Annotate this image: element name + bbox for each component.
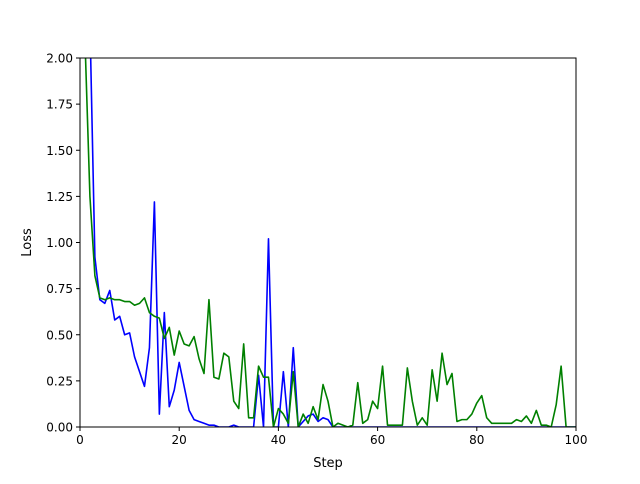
series-line-1 [89,58,576,427]
x-tick-label: 100 [565,433,588,447]
x-tick-label: 20 [172,433,187,447]
x-tick-label: 60 [370,433,385,447]
x-tick-label: 0 [76,433,84,447]
y-tick-label: 0.75 [46,282,73,296]
y-tick-label: 1.00 [46,236,73,250]
y-axis-ticks: 0.00 0.25 0.50 0.75 1.00 1.25 1.50 1.75 2.00 [46,52,80,435]
y-tick-label: 0.50 [46,328,73,342]
y-tick-label: 0.00 [46,421,73,435]
y-tick-label: 1.75 [46,98,73,112]
y-tick-label: 0.25 [46,374,73,388]
x-tick-label: 80 [469,433,484,447]
series-layer [84,58,576,427]
y-axis-label: Loss [20,228,35,257]
y-tick-label: 2.00 [46,52,73,66]
y-tick-label: 1.50 [46,144,73,158]
y-tick-label: 1.25 [46,190,73,204]
x-axis-label: Step [313,456,343,471]
series-line-2 [84,58,576,427]
x-tick-label: 40 [271,433,286,447]
x-axis-ticks: 0 20 40 60 80 100 [76,427,587,447]
